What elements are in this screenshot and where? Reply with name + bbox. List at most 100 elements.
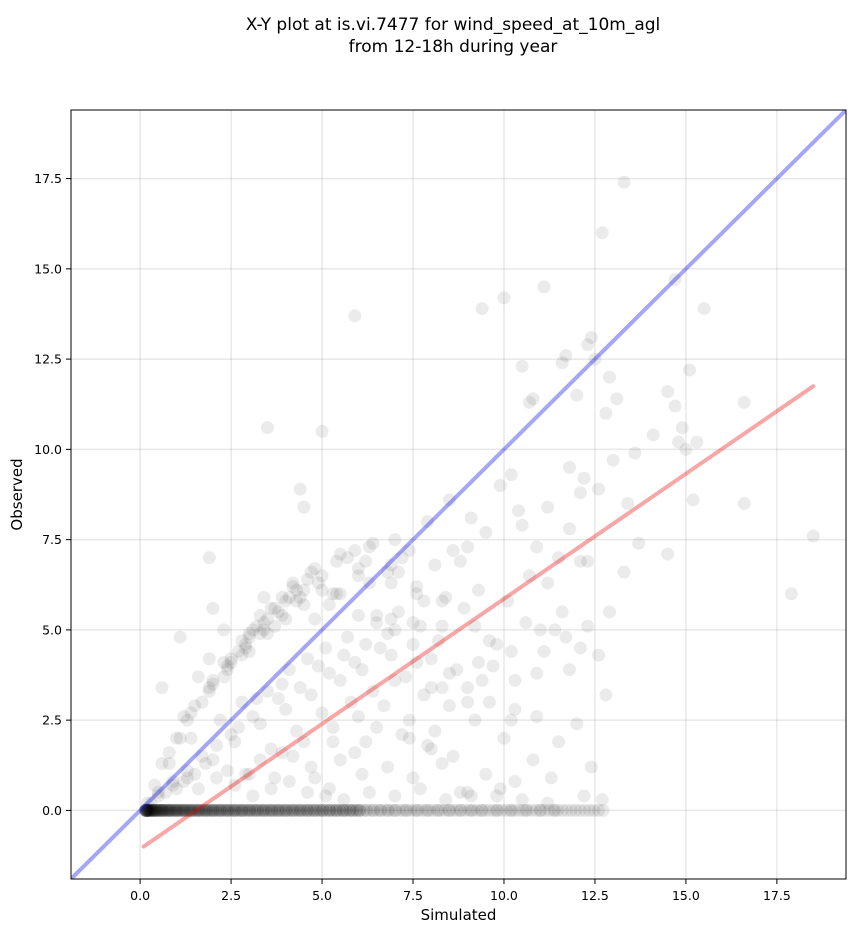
scatter-point <box>322 803 336 817</box>
scatter-point <box>348 655 362 669</box>
scatter-point <box>264 742 278 756</box>
scatter-point <box>503 803 517 817</box>
scatter-point <box>461 540 475 554</box>
scatter-point <box>326 803 340 817</box>
scatter-point <box>187 803 201 817</box>
scatter-point <box>541 500 555 514</box>
scatter-point <box>139 803 153 817</box>
scatter-point <box>384 576 398 590</box>
x-tick-label: 0.0 <box>130 888 150 903</box>
scatter-point <box>392 803 406 817</box>
scatter-point <box>533 803 547 817</box>
scatter-point <box>333 673 347 687</box>
identity-line <box>71 110 846 879</box>
scatter-point <box>464 789 478 803</box>
scatter-point <box>569 803 583 817</box>
scatter-point <box>275 590 289 604</box>
scatter-point <box>478 803 492 817</box>
scatter-point <box>337 648 351 662</box>
scatter-point <box>180 713 194 727</box>
scatter-point <box>264 782 278 796</box>
scatter-point <box>304 565 318 579</box>
scatter-point <box>204 803 218 817</box>
scatter-point <box>199 756 213 770</box>
scatter-point <box>359 735 373 749</box>
scatter-point <box>319 641 333 655</box>
scatter-point <box>493 782 507 796</box>
reference-lines <box>71 110 846 879</box>
scatter-point <box>391 605 405 619</box>
scatter-point <box>431 803 445 817</box>
scatter-point <box>679 442 693 456</box>
scatter-point <box>279 702 293 716</box>
scatter-point <box>359 803 373 817</box>
scatter-point <box>424 681 438 695</box>
scatter-point <box>560 803 574 817</box>
scatter-point <box>140 803 154 817</box>
scatter-point <box>140 796 154 810</box>
scatter-point <box>466 803 480 817</box>
scatter-point <box>253 753 267 767</box>
scatter-point <box>148 778 162 792</box>
fit-line <box>141 384 816 849</box>
scatter-point <box>435 594 449 608</box>
scatter-point <box>162 756 176 770</box>
scatter-point <box>253 608 267 622</box>
scatter-point <box>439 793 453 807</box>
scatter-point <box>421 515 435 529</box>
y-tick-label: 17.5 <box>34 171 62 186</box>
scatter-point <box>337 803 351 817</box>
scatter-point <box>246 623 260 637</box>
scatter-point <box>191 670 205 684</box>
scatter-point <box>341 630 355 644</box>
scatter-point <box>265 803 279 817</box>
scatter-point <box>407 803 421 817</box>
scatter-point <box>385 803 399 817</box>
scatter-point <box>311 576 325 590</box>
scatter-point <box>504 713 518 727</box>
scatter-point <box>217 623 231 637</box>
scatter-point <box>155 756 169 770</box>
scatter-point <box>232 803 246 817</box>
scatter-point <box>139 803 153 817</box>
scatter-point <box>424 652 438 666</box>
scatter-point <box>297 583 311 597</box>
scatter-point <box>329 803 343 817</box>
scatter-point <box>493 478 507 492</box>
scatter-point <box>213 713 227 727</box>
scatter-point <box>424 742 438 756</box>
scatter-point <box>595 793 609 807</box>
scatter-point <box>235 648 249 662</box>
scatter-point <box>228 778 242 792</box>
scatter-point <box>282 775 296 789</box>
scatter-point <box>157 803 171 817</box>
scatter-point <box>286 803 300 817</box>
scatter-point <box>210 803 224 817</box>
scatter-point <box>399 670 413 684</box>
scatter-point <box>166 778 180 792</box>
scatter-point <box>262 803 276 817</box>
scatter-point <box>373 641 387 655</box>
scatter-point <box>525 803 539 817</box>
scatter-point <box>336 803 350 817</box>
scatter-point <box>257 590 271 604</box>
scatter-point <box>570 717 584 731</box>
scatter-point <box>151 803 165 817</box>
scatter-point <box>213 803 227 817</box>
scatter-point <box>522 569 536 583</box>
scatter-point <box>366 536 380 550</box>
scatter-point <box>599 406 613 420</box>
scatter-point <box>428 724 442 738</box>
scatter-point <box>146 803 160 817</box>
scatter-point <box>235 695 249 709</box>
scatter-point <box>737 395 751 409</box>
scatter-point <box>533 623 547 637</box>
scatter-point <box>344 803 358 817</box>
scatter-point <box>224 655 238 669</box>
scatter-point <box>310 803 324 817</box>
scatter-point <box>491 803 505 817</box>
scatter-point <box>388 789 402 803</box>
scatter-point <box>632 536 646 550</box>
scatter-point <box>264 601 278 615</box>
scatter-point <box>351 803 365 817</box>
